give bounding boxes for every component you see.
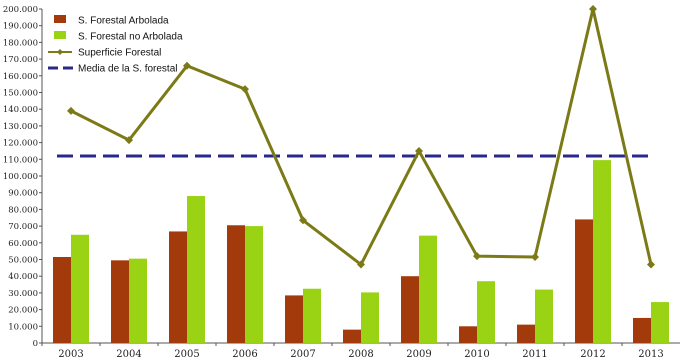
x-tick-label: 2011: [522, 349, 547, 360]
y-tick-label: 50.000: [8, 256, 38, 266]
y-tick-label: 10.000: [8, 322, 38, 332]
x-tick-label: 2009: [406, 349, 431, 360]
x-tick-label: 2005: [174, 349, 199, 360]
bar-arbolada: [285, 295, 303, 343]
x-tick-label: 2010: [464, 349, 489, 360]
y-tick-label: 190.000: [3, 22, 38, 32]
y-tick-label: 130.000: [3, 122, 38, 132]
bar-no-arbolada: [593, 160, 611, 343]
y-tick-label: 0: [33, 339, 38, 349]
x-tick-label: 2006: [232, 349, 257, 360]
legend-label: Media de la S. forestal: [78, 64, 178, 75]
x-tick-label: 2013: [638, 349, 663, 360]
bar-no-arbolada: [651, 302, 669, 343]
bar-arbolada: [575, 219, 593, 343]
superficie-forestal-point: [415, 146, 423, 155]
lines: [57, 5, 655, 269]
bar-arbolada: [111, 260, 129, 343]
y-axis: 0 10.000 20.000 30.000 40.000 50.000 60.000 70.…: [3, 5, 43, 349]
superficie-forestal-point: [67, 106, 75, 115]
superficie-forestal-point: [473, 252, 481, 261]
y-tick-label: 200.000: [3, 5, 38, 15]
legend-label: S. Forestal Arbolada: [78, 16, 169, 27]
y-tick-label: 120.000: [3, 139, 38, 149]
bar-no-arbolada: [361, 292, 379, 343]
bar-no-arbolada: [245, 226, 263, 343]
y-tick-label: 160.000: [3, 72, 38, 82]
x-tick-label: 2004: [116, 349, 141, 360]
superficie-forestal-point: [125, 136, 133, 145]
y-tick-label: 150.000: [3, 89, 38, 99]
bars: [53, 160, 669, 343]
x-tick-label: 2012: [580, 349, 605, 360]
y-tick-label: 20.000: [8, 306, 38, 316]
superficie-forestal-point: [299, 216, 307, 225]
y-tick-label: 30.000: [8, 289, 38, 299]
superficie-forestal-point: [241, 85, 249, 94]
bar-no-arbolada: [187, 196, 205, 343]
y-tick-label: 100.000: [3, 172, 38, 182]
legend-label: Superficie Forestal: [78, 48, 161, 59]
y-tick-label: 40.000: [8, 272, 38, 282]
y-tick-label: 60.000: [8, 239, 38, 249]
superficie-forestal-point: [183, 61, 191, 70]
superficie-forestal-point: [589, 5, 597, 13]
superficie-forestal-point: [357, 260, 365, 269]
y-tick-label: 80.000: [8, 205, 38, 215]
y-tick-label: 110.000: [3, 155, 38, 165]
x-axis: 2003 2004 2005 2006 2007 2008 2009 2010 2011 2012…: [41, 342, 680, 360]
legend-swatch: [54, 15, 66, 23]
bar-no-arbolada: [535, 289, 553, 343]
bar-no-arbolada: [477, 281, 495, 343]
superficie-forestal-point: [531, 252, 539, 261]
bar-arbolada: [401, 276, 419, 343]
bar-arbolada: [227, 225, 245, 343]
bar-arbolada: [517, 324, 535, 343]
y-tick-label: 90.000: [8, 189, 38, 199]
legend: S. Forestal Arbolada S. Forestal no Arbol…: [48, 15, 183, 75]
x-tick-label: 2008: [348, 349, 373, 360]
bar-arbolada: [343, 329, 361, 343]
y-tick-label: 140.000: [3, 105, 38, 115]
legend-label: S. Forestal no Arbolada: [78, 32, 183, 43]
bar-arbolada: [169, 231, 187, 343]
y-tick-label: 170.000: [3, 55, 38, 65]
bar-arbolada: [53, 256, 71, 343]
y-tick-label: 70.000: [8, 222, 38, 232]
bar-no-arbolada: [71, 234, 89, 343]
bar-no-arbolada: [129, 258, 147, 343]
bar-arbolada: [633, 317, 651, 343]
y-tick-label: 180.000: [3, 38, 38, 48]
superficie-forestal-point: [647, 260, 655, 269]
bar-no-arbolada: [303, 288, 321, 343]
legend-swatch-marker: [57, 49, 63, 55]
x-tick-label: 2007: [290, 349, 315, 360]
bar-arbolada: [459, 326, 477, 343]
legend-swatch: [54, 31, 66, 39]
bar-no-arbolada: [419, 235, 437, 343]
x-tick-label: 2003: [58, 349, 83, 360]
